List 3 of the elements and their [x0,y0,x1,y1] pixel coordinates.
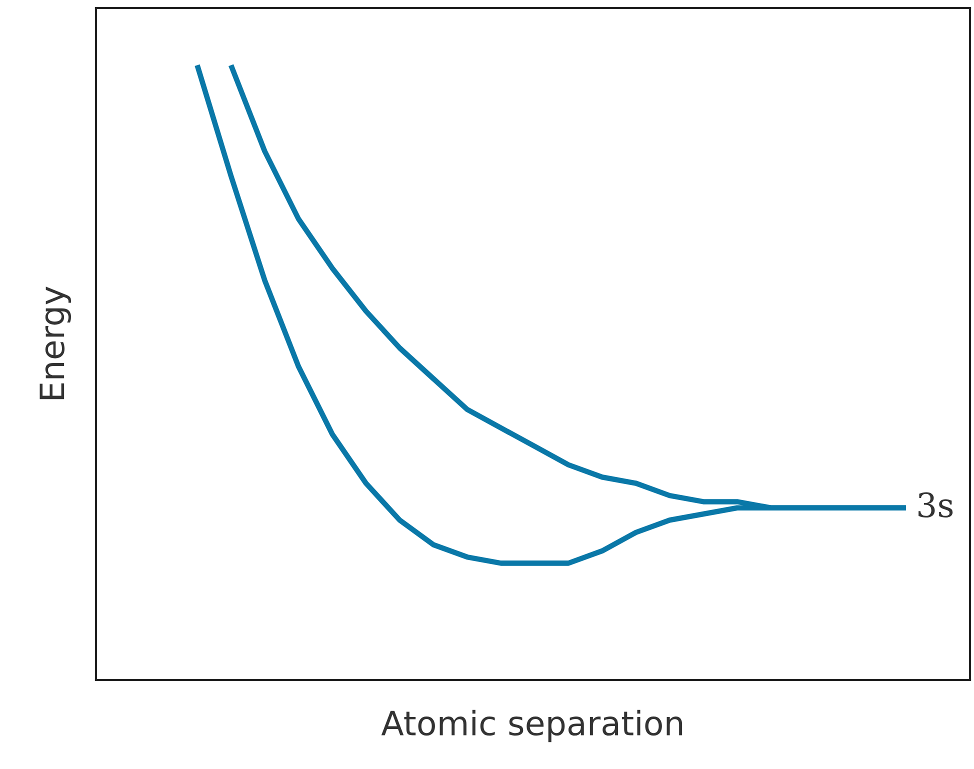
x-axis-title: Atomic separation [381,710,682,742]
annotation: 3s [918,492,953,518]
y-axis-title: Energy [40,286,71,400]
